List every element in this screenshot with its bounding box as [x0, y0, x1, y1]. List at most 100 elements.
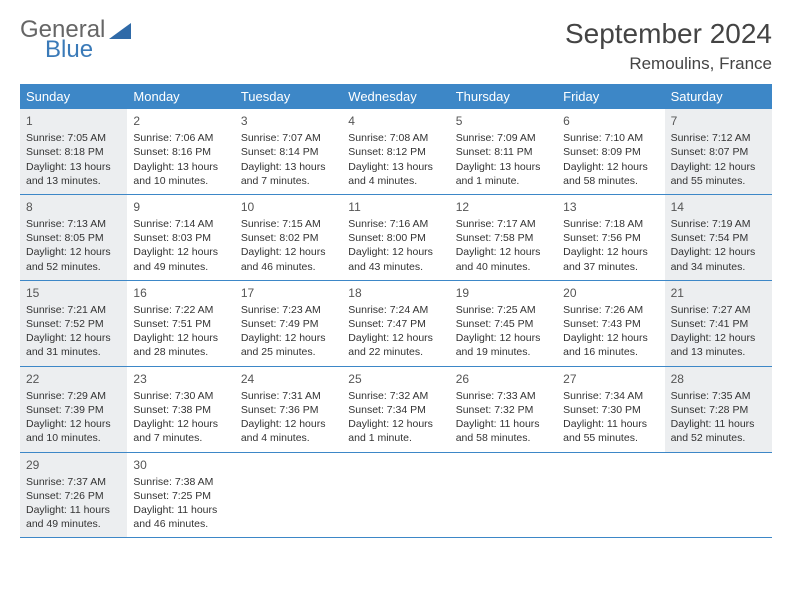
day-cell: 16Sunrise: 7:22 AMSunset: 7:51 PMDayligh… — [127, 281, 234, 366]
sunrise-text: Sunrise: 7:26 AM — [563, 303, 658, 317]
sunrise-text: Sunrise: 7:06 AM — [133, 131, 228, 145]
day-number: 10 — [241, 199, 336, 215]
sunset-text: Sunset: 7:25 PM — [133, 489, 228, 503]
sunset-text: Sunset: 7:32 PM — [456, 403, 551, 417]
day-cell: 5Sunrise: 7:09 AMSunset: 8:11 PMDaylight… — [450, 109, 557, 194]
day-cell: 30Sunrise: 7:38 AMSunset: 7:25 PMDayligh… — [127, 453, 234, 538]
daylight-text: Daylight: 12 hours and 4 minutes. — [241, 417, 336, 445]
sunrise-text: Sunrise: 7:32 AM — [348, 389, 443, 403]
day-cell: 1Sunrise: 7:05 AMSunset: 8:18 PMDaylight… — [20, 109, 127, 194]
daylight-text: Daylight: 13 hours and 10 minutes. — [133, 160, 228, 188]
day-cell: 10Sunrise: 7:15 AMSunset: 8:02 PMDayligh… — [235, 195, 342, 280]
day-number: 17 — [241, 285, 336, 301]
weekday-header-row: SundayMondayTuesdayWednesdayThursdayFrid… — [20, 84, 772, 109]
sunset-text: Sunset: 8:16 PM — [133, 145, 228, 159]
weekday-header: Wednesday — [342, 84, 449, 109]
day-number: 7 — [671, 113, 766, 129]
logo-triangle-icon — [109, 23, 131, 39]
sunrise-text: Sunrise: 7:19 AM — [671, 217, 766, 231]
empty-cell — [235, 453, 342, 538]
sunset-text: Sunset: 8:03 PM — [133, 231, 228, 245]
daylight-text: Daylight: 13 hours and 7 minutes. — [241, 160, 336, 188]
week-row: 8Sunrise: 7:13 AMSunset: 8:05 PMDaylight… — [20, 195, 772, 281]
day-number: 4 — [348, 113, 443, 129]
daylight-text: Daylight: 12 hours and 58 minutes. — [563, 160, 658, 188]
sunset-text: Sunset: 7:26 PM — [26, 489, 121, 503]
sunrise-text: Sunrise: 7:23 AM — [241, 303, 336, 317]
sunrise-text: Sunrise: 7:05 AM — [26, 131, 121, 145]
day-cell: 25 Sunrise: 7:32 AMSunset: 7:34 PMDayligh… — [342, 367, 449, 452]
sunset-text: Sunset: 8:11 PM — [456, 145, 551, 159]
logo: General Blue — [20, 18, 131, 62]
day-cell: 7Sunrise: 7:12 AMSunset: 8:07 PMDaylight… — [665, 109, 772, 194]
day-cell: 18Sunrise: 7:24 AMSunset: 7:47 PMDayligh… — [342, 281, 449, 366]
sunrise-text: Sunrise: 7:22 AM — [133, 303, 228, 317]
day-number: 28 — [671, 371, 766, 387]
sunrise-text: Sunrise: 7:07 AM — [241, 131, 336, 145]
day-number: 3 — [241, 113, 336, 129]
day-number: 1 — [26, 113, 121, 129]
sunrise-text: Sunrise: 7:29 AM — [26, 389, 121, 403]
day-number: 14 — [671, 199, 766, 215]
daylight-text: Daylight: 12 hours and 16 minutes. — [563, 331, 658, 359]
title-block: September 2024 Remoulins, France — [565, 18, 772, 74]
sunset-text: Sunset: 7:49 PM — [241, 317, 336, 331]
sunrise-text: Sunrise: 7:14 AM — [133, 217, 228, 231]
daylight-text: Daylight: 11 hours and 52 minutes. — [671, 417, 766, 445]
day-number: 25 — [348, 371, 443, 387]
daylight-text: Daylight: 12 hours and 40 minutes. — [456, 245, 551, 273]
sunset-text: Sunset: 7:34 PM — [348, 403, 443, 417]
empty-cell — [665, 453, 772, 538]
day-cell: 19Sunrise: 7:25 AMSunset: 7:45 PMDayligh… — [450, 281, 557, 366]
daylight-text: Daylight: 12 hours and 22 minutes. — [348, 331, 443, 359]
daylight-text: Daylight: 12 hours and 49 minutes. — [133, 245, 228, 273]
weekday-header: Saturday — [665, 84, 772, 109]
header: General Blue September 2024 Remoulins, F… — [20, 18, 772, 74]
sunset-text: Sunset: 7:54 PM — [671, 231, 766, 245]
day-number: 2 — [133, 113, 228, 129]
day-number: 23 — [133, 371, 228, 387]
day-cell: 13Sunrise: 7:18 AMSunset: 7:56 PMDayligh… — [557, 195, 664, 280]
day-cell: 29Sunrise: 7:37 AMSunset: 7:26 PMDayligh… — [20, 453, 127, 538]
week-row: 22Sunrise: 7:29 AMSunset: 7:39 PMDayligh… — [20, 367, 772, 453]
sunset-text: Sunset: 7:51 PM — [133, 317, 228, 331]
weekday-header: Monday — [127, 84, 234, 109]
daylight-text: Daylight: 12 hours and 46 minutes. — [241, 245, 336, 273]
sunrise-text: Sunrise: 7:27 AM — [671, 303, 766, 317]
day-number: 9 — [133, 199, 228, 215]
sunrise-text: Sunrise: 7:17 AM — [456, 217, 551, 231]
sunrise-text: Sunrise: 7:21 AM — [26, 303, 121, 317]
day-number: 13 — [563, 199, 658, 215]
sunset-text: Sunset: 7:30 PM — [563, 403, 658, 417]
sunset-text: Sunset: 8:12 PM — [348, 145, 443, 159]
day-number: 20 — [563, 285, 658, 301]
daylight-text: Daylight: 12 hours and 52 minutes. — [26, 245, 121, 273]
weekday-header: Tuesday — [235, 84, 342, 109]
sunset-text: Sunset: 8:07 PM — [671, 145, 766, 159]
sunrise-text: Sunrise: 7:25 AM — [456, 303, 551, 317]
day-number: 16 — [133, 285, 228, 301]
daylight-text: Daylight: 12 hours and 1 minute. — [348, 417, 443, 445]
day-number: 15 — [26, 285, 121, 301]
daylight-text: Daylight: 12 hours and 10 minutes. — [26, 417, 121, 445]
sunrise-text: Sunrise: 7:10 AM — [563, 131, 658, 145]
daylight-text: Daylight: 12 hours and 55 minutes. — [671, 160, 766, 188]
logo-text-2: Blue — [45, 38, 131, 62]
day-cell: 3Sunrise: 7:07 AMSunset: 8:14 PMDaylight… — [235, 109, 342, 194]
sunrise-text: Sunrise: 7:16 AM — [348, 217, 443, 231]
sunrise-text: Sunrise: 7:08 AM — [348, 131, 443, 145]
empty-cell — [450, 453, 557, 538]
daylight-text: Daylight: 13 hours and 13 minutes. — [26, 160, 121, 188]
sunrise-text: Sunrise: 7:24 AM — [348, 303, 443, 317]
day-cell: 21Sunrise: 7:27 AMSunset: 7:41 PMDayligh… — [665, 281, 772, 366]
sunset-text: Sunset: 8:02 PM — [241, 231, 336, 245]
sunset-text: Sunset: 8:05 PM — [26, 231, 121, 245]
day-cell: 15Sunrise: 7:21 AMSunset: 7:52 PMDayligh… — [20, 281, 127, 366]
day-number: 24 — [241, 371, 336, 387]
day-number: 12 — [456, 199, 551, 215]
day-number: 5 — [456, 113, 551, 129]
day-cell: 14Sunrise: 7:19 AMSunset: 7:54 PMDayligh… — [665, 195, 772, 280]
day-cell: 4Sunrise: 7:08 AMSunset: 8:12 PMDaylight… — [342, 109, 449, 194]
sunset-text: Sunset: 7:52 PM — [26, 317, 121, 331]
empty-cell — [342, 453, 449, 538]
